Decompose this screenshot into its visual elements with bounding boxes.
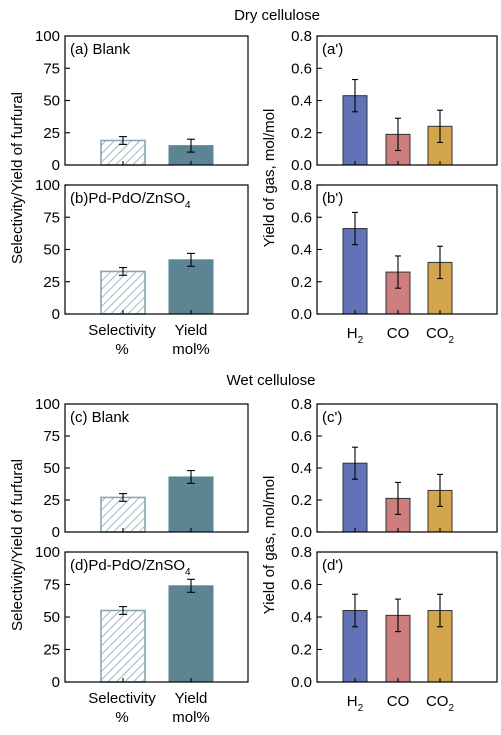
- plot-frame: [316, 35, 498, 166]
- category-label-line2: mol%: [172, 709, 210, 726]
- plot-frame: [64, 403, 249, 533]
- y-tick-label: 50: [43, 93, 60, 110]
- plot-frame: [64, 35, 249, 166]
- y-tick-label: 0.8: [291, 28, 312, 45]
- panel-7: 0.0 0.2 0.4 0.6 0.8 (c'): [291, 396, 498, 541]
- category-label-line2: %: [115, 341, 128, 358]
- panel-label: (b)Pd-PdO/ZnSO4: [70, 190, 191, 211]
- y-tick-label: 0.6: [291, 209, 312, 226]
- y-tick-label: 75: [43, 577, 60, 594]
- y-tick-label: 0.4: [291, 93, 312, 110]
- plot-frame: [64, 551, 249, 683]
- bar-yield: [168, 585, 214, 683]
- y-tick-label: 0.0: [291, 524, 312, 541]
- gas-label: CO2: [426, 325, 455, 346]
- y-tick-label: 0: [52, 674, 60, 691]
- y-tick-label: 25: [43, 274, 60, 291]
- plot-frame: [316, 551, 498, 683]
- y-tick-label: 100: [35, 544, 60, 561]
- category-label-line1: Selectivity: [88, 322, 156, 339]
- gas-label: CO2: [426, 693, 455, 714]
- panels: 0 25 50 75 100 (a) Blank 0 25 50 75 100 (b)Pd-PdO/Z…: [35, 28, 498, 726]
- y-tick-label: 0.0: [291, 674, 312, 691]
- y-tick-label: 0.4: [291, 609, 312, 626]
- plot-frame: [64, 184, 249, 315]
- bar-selectivity: [100, 270, 146, 315]
- panel-3: 0.0 0.2 0.4 0.6 0.8 (a'): [291, 28, 498, 174]
- y-tick-label: 0.6: [291, 577, 312, 594]
- panel-label: (c'): [322, 409, 342, 426]
- y-tick-label: 0.8: [291, 177, 312, 194]
- panel-5: 0 25 50 75 100 (c) Blank: [35, 396, 249, 541]
- y-tick-label: 75: [43, 60, 60, 77]
- plot-frame: [316, 403, 498, 533]
- panel-8: 0.0 0.2 0.4 0.6 0.8 (d') H2 CO CO2: [291, 544, 498, 714]
- section-title-wet: Wet cellulose: [227, 372, 316, 389]
- y-tick-label: 0.2: [291, 274, 312, 291]
- right-axis-title-top: Yield of gas, mol/mol: [261, 109, 278, 248]
- y-tick-label: 0.2: [291, 642, 312, 659]
- gas-label: CO: [387, 693, 410, 710]
- bar-selectivity: [100, 496, 146, 533]
- y-tick-label: 0.8: [291, 544, 312, 561]
- y-tick-label: 0.2: [291, 492, 312, 509]
- y-tick-label: 0.8: [291, 396, 312, 413]
- left-axis-title-top: Selectivity/Yield of furfural: [9, 92, 26, 264]
- panel-label: (c) Blank: [70, 409, 130, 426]
- gas-label: CO: [387, 325, 410, 342]
- category-label-line1: Selectivity: [88, 690, 156, 707]
- y-tick-label: 50: [43, 460, 60, 477]
- y-tick-label: 100: [35, 177, 60, 194]
- y-tick-label: 75: [43, 209, 60, 226]
- panel-label: (a'): [322, 41, 343, 58]
- y-tick-label: 25: [43, 125, 60, 142]
- panel-label: (a) Blank: [70, 41, 131, 58]
- category-label-line1: Yield: [175, 322, 208, 339]
- y-tick-label: 100: [35, 396, 60, 413]
- panel-label: (d)Pd-PdO/ZnSO4: [70, 557, 191, 578]
- left-axis-title-bottom: Selectivity/Yield of furfural: [9, 459, 26, 631]
- y-tick-label: 25: [43, 642, 60, 659]
- right-axis-title-bottom: Yield of gas, mol/mol: [261, 476, 278, 615]
- gas-label: H2: [347, 693, 364, 714]
- panel-4: 0.0 0.2 0.4 0.6 0.8 (b') H2 CO CO2: [291, 177, 498, 346]
- y-tick-label: 50: [43, 609, 60, 626]
- y-tick-label: 0.0: [291, 157, 312, 174]
- bar-yield: [168, 476, 214, 533]
- y-tick-label: 0.2: [291, 125, 312, 142]
- panel-label: (d'): [322, 557, 343, 574]
- y-tick-label: 50: [43, 242, 60, 259]
- plot-frame: [316, 184, 498, 315]
- category-label-line1: Yield: [175, 690, 208, 707]
- y-tick-label: 0: [52, 306, 60, 323]
- y-tick-label: 0.4: [291, 242, 312, 259]
- y-tick-label: 100: [35, 28, 60, 45]
- panel-6: 0 25 50 75 100 (d)Pd-PdO/ZnSO4 Selectivity% Yie…: [35, 544, 249, 726]
- y-tick-label: 25: [43, 492, 60, 509]
- panel-1: 0 25 50 75 100 (a) Blank: [35, 28, 249, 174]
- section-title-dry: Dry cellulose: [234, 7, 320, 24]
- panel-2: 0 25 50 75 100 (b)Pd-PdO/ZnSO4 Selectivity% Yie…: [35, 177, 249, 358]
- bar-selectivity: [100, 609, 146, 683]
- y-tick-label: 0.6: [291, 428, 312, 445]
- category-label-line2: %: [115, 709, 128, 726]
- y-tick-label: 0: [52, 157, 60, 174]
- y-tick-label: 0.6: [291, 60, 312, 77]
- y-tick-label: 0.4: [291, 460, 312, 477]
- y-tick-label: 0.0: [291, 306, 312, 323]
- category-label-line2: mol%: [172, 341, 210, 358]
- gas-label: H2: [347, 325, 364, 346]
- bar-yield: [168, 259, 214, 315]
- y-tick-label: 75: [43, 428, 60, 445]
- y-tick-label: 0: [52, 524, 60, 541]
- panel-label: (b'): [322, 190, 343, 207]
